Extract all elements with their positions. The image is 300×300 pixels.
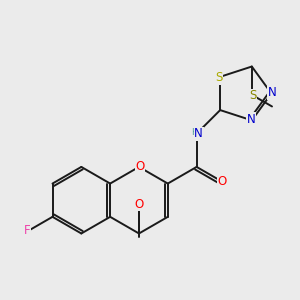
Text: O: O <box>218 175 227 188</box>
Text: O: O <box>134 198 144 211</box>
Text: N: N <box>246 113 255 126</box>
Text: S: S <box>215 71 223 84</box>
Text: H: H <box>191 128 198 137</box>
Text: O: O <box>135 160 145 173</box>
Text: N: N <box>268 86 277 99</box>
Text: N: N <box>194 127 203 140</box>
Text: S: S <box>249 89 256 102</box>
Text: F: F <box>24 224 30 238</box>
